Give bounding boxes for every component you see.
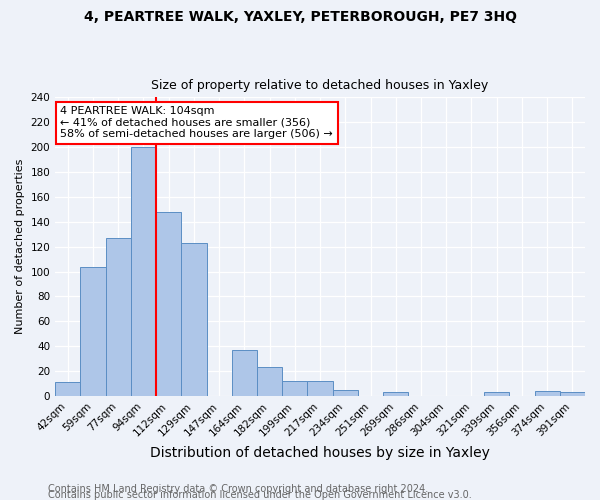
Bar <box>332 390 358 396</box>
Bar <box>560 392 585 396</box>
Y-axis label: Number of detached properties: Number of detached properties <box>15 159 25 334</box>
Bar <box>232 350 257 396</box>
Bar <box>484 392 509 396</box>
Bar <box>156 212 181 396</box>
Bar <box>131 147 156 396</box>
Bar <box>80 266 106 396</box>
Text: Contains public sector information licensed under the Open Government Licence v3: Contains public sector information licen… <box>48 490 472 500</box>
X-axis label: Distribution of detached houses by size in Yaxley: Distribution of detached houses by size … <box>150 446 490 460</box>
Text: 4, PEARTREE WALK, YAXLEY, PETERBOROUGH, PE7 3HQ: 4, PEARTREE WALK, YAXLEY, PETERBOROUGH, … <box>83 10 517 24</box>
Bar <box>55 382 80 396</box>
Bar <box>535 391 560 396</box>
Bar <box>307 381 332 396</box>
Text: 4 PEARTREE WALK: 104sqm
← 41% of detached houses are smaller (356)
58% of semi-d: 4 PEARTREE WALK: 104sqm ← 41% of detache… <box>61 106 333 140</box>
Bar <box>106 238 131 396</box>
Title: Size of property relative to detached houses in Yaxley: Size of property relative to detached ho… <box>151 79 489 92</box>
Text: Contains HM Land Registry data © Crown copyright and database right 2024.: Contains HM Land Registry data © Crown c… <box>48 484 428 494</box>
Bar <box>257 368 282 396</box>
Bar <box>282 381 307 396</box>
Bar <box>181 243 206 396</box>
Bar <box>383 392 409 396</box>
